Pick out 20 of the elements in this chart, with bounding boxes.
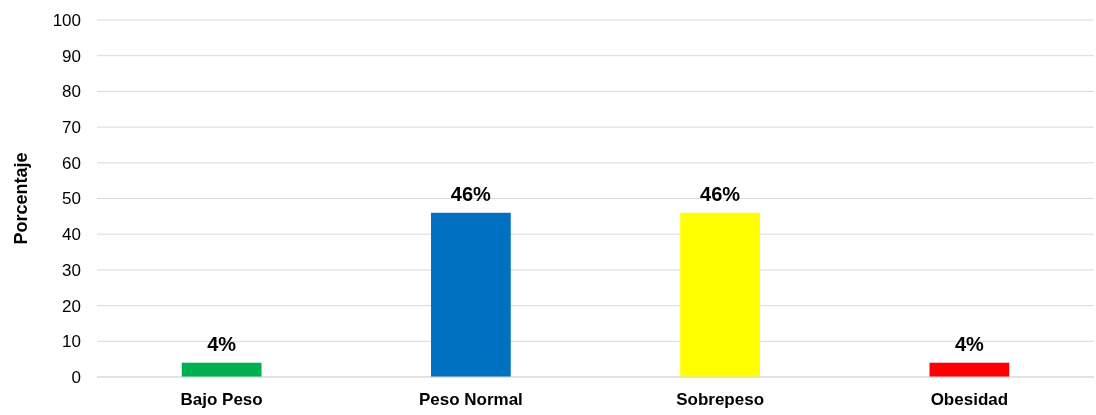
y-tick-label: 20 bbox=[62, 296, 81, 316]
data-label: 4% bbox=[954, 332, 985, 355]
data-label: 46% bbox=[450, 182, 492, 205]
data-label: 4% bbox=[207, 332, 237, 355]
data-label: 46% bbox=[700, 182, 741, 205]
x-tick-label: Peso Normal bbox=[418, 390, 523, 409]
x-tick-label: Bajo Peso bbox=[180, 390, 263, 409]
x-tick-label: Sobrepeso bbox=[676, 390, 765, 409]
y-tick-label: 10 bbox=[62, 332, 81, 352]
y-tick-label: 70 bbox=[62, 118, 81, 138]
y-tick-label: 90 bbox=[62, 46, 81, 66]
y-axis-title: Porcentaje bbox=[11, 152, 31, 245]
x-tick-label: Obesidad bbox=[930, 390, 1009, 409]
y-tick-label: 30 bbox=[62, 260, 81, 280]
y-tick-label: 50 bbox=[62, 189, 81, 209]
y-tick-label: 0 bbox=[71, 367, 81, 387]
y-tick-label: 60 bbox=[62, 153, 81, 173]
y-tick-label: 100 bbox=[52, 10, 81, 30]
y-tick-label: 80 bbox=[62, 82, 81, 102]
y-tick-label: 40 bbox=[62, 225, 81, 245]
